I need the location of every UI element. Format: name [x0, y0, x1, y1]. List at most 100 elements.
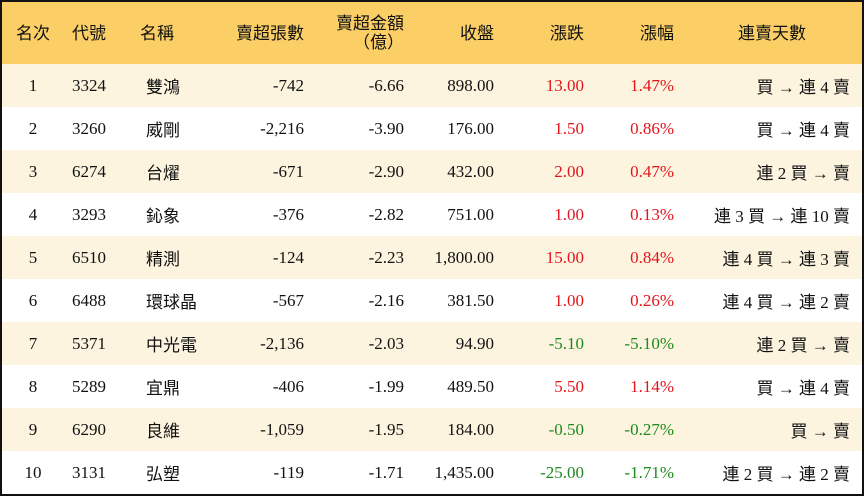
cell-net-sell-amount: -1.95 — [312, 408, 412, 451]
cell-rank: 7 — [2, 322, 64, 365]
cell-close: 184.00 — [412, 408, 502, 451]
header-close: 收盤 — [412, 2, 502, 64]
table-row: 4 3293 鈊象 -376 -2.82 751.00 1.00 0.13% 連 3 買 → 連… — [2, 193, 862, 236]
cell-name: 宜鼎 — [132, 365, 212, 408]
cell-change-pct: 0.86% — [592, 107, 682, 150]
cell-net-sell-lots: -2,216 — [212, 107, 312, 150]
cell-code: 3293 — [64, 193, 132, 236]
cell-net-sell-lots: -2,136 — [212, 322, 312, 365]
cell-rank: 8 — [2, 365, 64, 408]
cell-change: 13.00 — [502, 64, 592, 107]
header-streak: 連賣天數 — [682, 2, 862, 64]
header-change-pct: 漲幅 — [592, 2, 682, 64]
cell-streak: 買 → 連 4 賣 — [682, 107, 862, 150]
cell-code: 3131 — [64, 451, 132, 494]
header-name: 名稱 — [132, 2, 212, 64]
cell-name: 鈊象 — [132, 193, 212, 236]
cell-net-sell-lots: -742 — [212, 64, 312, 107]
cell-streak: 連 4 買 → 連 2 賣 — [682, 279, 862, 322]
cell-name: 精測 — [132, 236, 212, 279]
table-row: 3 6274 台燿 -671 -2.90 432.00 2.00 0.47% 連 2 買 → 賣 — [2, 150, 862, 193]
header-net-sell-lots: 賣超張數 — [212, 2, 312, 64]
cell-net-sell-amount: -3.90 — [312, 107, 412, 150]
cell-code: 6488 — [64, 279, 132, 322]
cell-net-sell-amount: -1.99 — [312, 365, 412, 408]
cell-net-sell-lots: -406 — [212, 365, 312, 408]
cell-rank: 2 — [2, 107, 64, 150]
cell-net-sell-lots: -567 — [212, 279, 312, 322]
cell-change-pct: -5.10% — [592, 322, 682, 365]
cell-change: -25.00 — [502, 451, 592, 494]
cell-change: 1.50 — [502, 107, 592, 150]
cell-change: 1.00 — [502, 193, 592, 236]
header-net-sell-amount: 賣超金額 （億） — [312, 2, 412, 64]
cell-change-pct: 0.47% — [592, 150, 682, 193]
cell-change-pct: 1.14% — [592, 365, 682, 408]
cell-streak: 買 → 連 4 賣 — [682, 64, 862, 107]
cell-close: 898.00 — [412, 64, 502, 107]
cell-close: 751.00 — [412, 193, 502, 236]
cell-name: 環球晶 — [132, 279, 212, 322]
cell-change-pct: 0.84% — [592, 236, 682, 279]
cell-streak: 連 4 買 → 連 3 賣 — [682, 236, 862, 279]
cell-change-pct: -1.71% — [592, 451, 682, 494]
cell-close: 1,800.00 — [412, 236, 502, 279]
cell-change: 5.50 — [502, 365, 592, 408]
cell-net-sell-amount: -2.90 — [312, 150, 412, 193]
table-body: 1 3324 雙鴻 -742 -6.66 898.00 13.00 1.47% 買 → 連 4 … — [2, 64, 862, 494]
cell-net-sell-amount: -2.03 — [312, 322, 412, 365]
cell-code: 6510 — [64, 236, 132, 279]
cell-change: 2.00 — [502, 150, 592, 193]
cell-name: 台燿 — [132, 150, 212, 193]
cell-net-sell-amount: -1.71 — [312, 451, 412, 494]
cell-code: 6274 — [64, 150, 132, 193]
cell-code: 3260 — [64, 107, 132, 150]
cell-close: 176.00 — [412, 107, 502, 150]
cell-streak: 連 2 買 → 連 2 賣 — [682, 451, 862, 494]
cell-name: 中光電 — [132, 322, 212, 365]
cell-change: -5.10 — [502, 322, 592, 365]
cell-change-pct: -0.27% — [592, 408, 682, 451]
table-row: 9 6290 良維 -1,059 -1.95 184.00 -0.50 -0.27% 買 → 賣 — [2, 408, 862, 451]
cell-net-sell-lots: -124 — [212, 236, 312, 279]
cell-streak: 連 2 買 → 賣 — [682, 150, 862, 193]
cell-name: 良維 — [132, 408, 212, 451]
cell-rank: 5 — [2, 236, 64, 279]
cell-change: -0.50 — [502, 408, 592, 451]
cell-streak: 連 2 買 → 賣 — [682, 322, 862, 365]
cell-close: 432.00 — [412, 150, 502, 193]
cell-name: 弘塑 — [132, 451, 212, 494]
cell-code: 3324 — [64, 64, 132, 107]
cell-code: 5289 — [64, 365, 132, 408]
cell-code: 6290 — [64, 408, 132, 451]
header-code: 代號 — [64, 2, 132, 64]
table-row: 6 6488 環球晶 -567 -2.16 381.50 1.00 0.26% 連 4 買 → … — [2, 279, 862, 322]
header-row: 名次 代號 名稱 賣超張數 賣超金額 （億） 收盤 漲跌 漲幅 連賣天數 — [2, 2, 862, 64]
table-row: 10 3131 弘塑 -119 -1.71 1,435.00 -25.00 -1.71% 連 2… — [2, 451, 862, 494]
cell-streak: 買 → 賣 — [682, 408, 862, 451]
cell-net-sell-amount: -6.66 — [312, 64, 412, 107]
cell-change: 1.00 — [502, 279, 592, 322]
table-row: 2 3260 威剛 -2,216 -3.90 176.00 1.50 0.86% 買 → 連 4… — [2, 107, 862, 150]
cell-change: 15.00 — [502, 236, 592, 279]
cell-net-sell-amount: -2.23 — [312, 236, 412, 279]
cell-rank: 4 — [2, 193, 64, 236]
cell-net-sell-lots: -1,059 — [212, 408, 312, 451]
cell-close: 489.50 — [412, 365, 502, 408]
header-change: 漲跌 — [502, 2, 592, 64]
cell-net-sell-lots: -671 — [212, 150, 312, 193]
table-row: 8 5289 宜鼎 -406 -1.99 489.50 5.50 1.14% 買 → 連 4 賣 — [2, 365, 862, 408]
cell-net-sell-lots: -376 — [212, 193, 312, 236]
header-rank: 名次 — [2, 2, 64, 64]
table-row: 7 5371 中光電 -2,136 -2.03 94.90 -5.10 -5.10% 連 2 買… — [2, 322, 862, 365]
cell-name: 威剛 — [132, 107, 212, 150]
cell-change-pct: 0.26% — [592, 279, 682, 322]
cell-rank: 1 — [2, 64, 64, 107]
table-row: 1 3324 雙鴻 -742 -6.66 898.00 13.00 1.47% 買 → 連 4 … — [2, 64, 862, 107]
cell-change-pct: 0.13% — [592, 193, 682, 236]
cell-rank: 3 — [2, 150, 64, 193]
cell-streak: 買 → 連 4 賣 — [682, 365, 862, 408]
cell-net-sell-amount: -2.16 — [312, 279, 412, 322]
cell-rank: 10 — [2, 451, 64, 494]
